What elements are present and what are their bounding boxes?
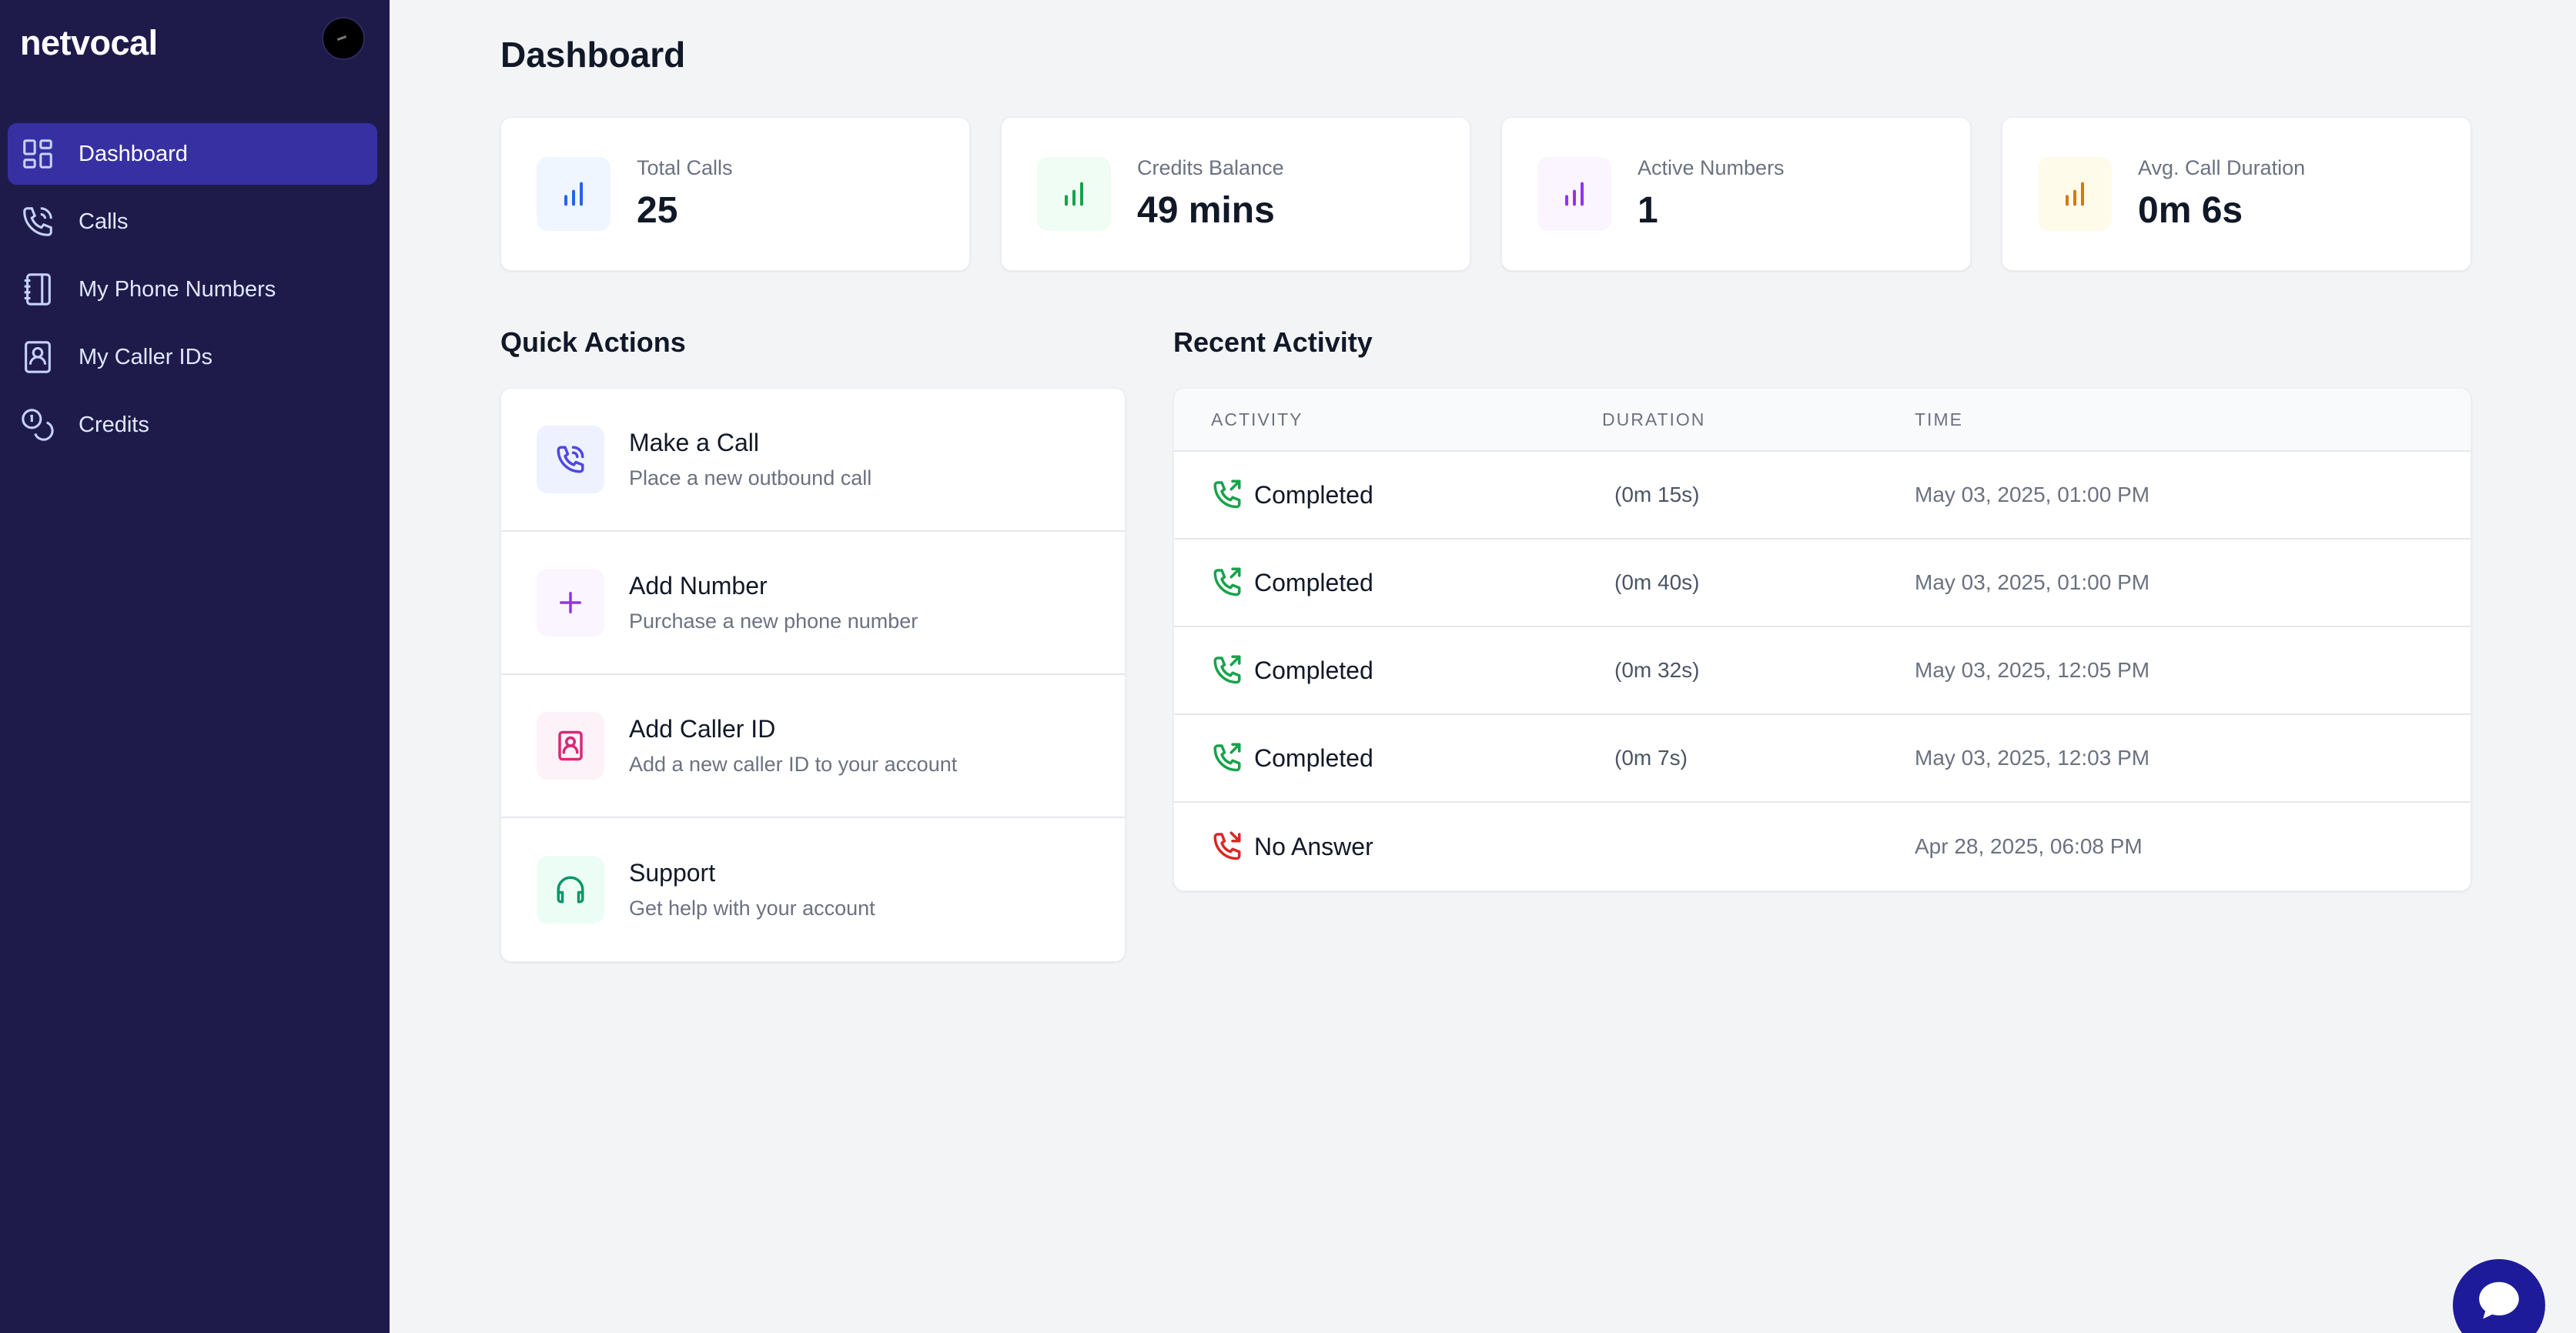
stat-value: 0m 6s (2138, 190, 2243, 231)
add-caller-id-action[interactable]: Add Caller ID Add a new caller ID to you… (501, 675, 1125, 818)
phone-icon (20, 204, 55, 239)
action-title: Add Number (629, 572, 768, 600)
activity-status: Completed (1254, 480, 1373, 509)
make-call-action[interactable]: Make a Call Place a new outbound call (501, 389, 1125, 532)
stat-value: 49 mins (1137, 190, 1275, 231)
sidebar-item-label: Calls (79, 209, 129, 234)
action-title: Make a Call (629, 429, 759, 456)
stat-card-active-numbers: Active Numbers 1 (1501, 117, 1971, 271)
dashboard-grid-icon (20, 136, 55, 172)
sidebar-item-label: Dashboard (79, 141, 188, 166)
quick-actions-list: Make a Call Place a new outbound call Ad… (500, 388, 1126, 962)
user-avatar[interactable] (322, 17, 365, 60)
recent-activity-title: Recent Activity (1173, 326, 1373, 358)
notebook-icon (20, 272, 55, 307)
chat-bubble-icon (2475, 1281, 2523, 1328)
sidebar: netvocal Dashboard Calls My Phone Number… (0, 0, 390, 1333)
activity-time: May 03, 2025, 12:05 PM (1915, 658, 2150, 682)
activity-time: May 03, 2025, 01:00 PM (1915, 483, 2150, 506)
recent-activity-table: ACTIVITY DURATION TIME Completed (0m 15s… (1173, 388, 2471, 891)
table-row[interactable]: Completed (0m 32s) May 03, 2025, 12:05 P… (1174, 627, 2471, 715)
stat-card-credits-balance: Credits Balance 49 mins (1001, 117, 1470, 271)
phone-outgoing-icon (1211, 477, 1243, 513)
stat-label: Credits Balance (1137, 156, 1284, 179)
column-header-duration: DURATION (1602, 409, 1706, 429)
bar-chart-icon (2038, 157, 2112, 231)
activity-duration: (0m 15s) (1614, 483, 1700, 506)
sidebar-item-credits[interactable]: Credits (8, 394, 377, 456)
activity-time: May 03, 2025, 12:03 PM (1915, 746, 2150, 770)
sidebar-item-label: My Caller IDs (79, 344, 213, 369)
activity-time: Apr 28, 2025, 06:08 PM (1915, 834, 2143, 858)
column-header-activity: ACTIVITY (1211, 409, 1303, 429)
activity-status: Completed (1254, 743, 1373, 772)
activity-status: No Answer (1254, 832, 1373, 860)
chat-support-button[interactable] (2453, 1259, 2545, 1333)
brand-logo[interactable]: netvocal (20, 23, 158, 62)
activity-time: May 03, 2025, 01:00 PM (1915, 570, 2150, 594)
table-row[interactable]: No Answer Apr 28, 2025, 06:08 PM (1174, 803, 2471, 890)
sidebar-item-phone-numbers[interactable]: My Phone Numbers (8, 259, 377, 320)
stat-value: 1 (1638, 190, 1658, 231)
stats-row: Total Calls 25 Credits Balance 49 mins A… (500, 117, 2471, 271)
table-row[interactable]: Completed (0m 40s) May 03, 2025, 01:00 P… (1174, 540, 2471, 627)
sidebar-item-label: My Phone Numbers (79, 276, 276, 302)
phone-icon (537, 426, 604, 493)
bar-chart-icon (1537, 157, 1611, 231)
stat-value: 25 (637, 190, 678, 231)
sidebar-item-caller-ids[interactable]: My Caller IDs (8, 326, 377, 388)
activity-duration: (0m 7s) (1614, 746, 1688, 770)
action-subtitle: Add a new caller ID to your account (629, 753, 958, 776)
action-subtitle: Place a new outbound call (629, 466, 872, 489)
activity-duration: (0m 32s) (1614, 658, 1700, 682)
activity-duration: (0m 40s) (1614, 570, 1700, 594)
table-row[interactable]: Completed (0m 15s) May 03, 2025, 01:00 P… (1174, 452, 2471, 540)
headphones-icon (537, 856, 604, 924)
stat-card-avg-call-duration: Avg. Call Duration 0m 6s (2002, 117, 2471, 271)
activity-status: Completed (1254, 656, 1373, 684)
contact-book-icon (20, 339, 55, 375)
phone-outgoing-icon (1211, 565, 1243, 601)
stat-label: Active Numbers (1638, 156, 1785, 179)
sidebar-item-calls[interactable]: Calls (8, 191, 377, 252)
action-subtitle: Get help with your account (629, 897, 875, 920)
page-title: Dashboard (500, 35, 686, 75)
coins-icon (20, 407, 55, 443)
action-subtitle: Purchase a new phone number (629, 610, 918, 633)
stat-card-total-calls: Total Calls 25 (500, 117, 970, 271)
phone-outgoing-icon (1211, 740, 1243, 777)
action-title: Support (629, 859, 716, 887)
table-header: ACTIVITY DURATION TIME (1174, 389, 2471, 452)
add-number-action[interactable]: Add Number Purchase a new phone number (501, 532, 1125, 675)
stat-label: Avg. Call Duration (2138, 156, 2306, 179)
phone-outgoing-icon (1211, 653, 1243, 689)
quick-actions-title: Quick Actions (500, 326, 686, 358)
sidebar-nav: Dashboard Calls My Phone Numbers My Call… (8, 123, 377, 462)
contact-book-icon (537, 712, 604, 780)
plus-icon (537, 569, 604, 636)
column-header-time: TIME (1915, 409, 1963, 429)
sidebar-item-dashboard[interactable]: Dashboard (8, 123, 377, 185)
activity-status: Completed (1254, 568, 1373, 596)
sidebar-item-label: Credits (79, 412, 149, 437)
bar-chart-icon (1037, 157, 1111, 231)
action-title: Add Caller ID (629, 715, 776, 743)
bar-chart-icon (537, 157, 611, 231)
stat-label: Total Calls (637, 156, 733, 179)
phone-missed-icon (1211, 829, 1243, 865)
support-action[interactable]: Support Get help with your account (501, 818, 1125, 961)
table-row[interactable]: Completed (0m 7s) May 03, 2025, 12:03 PM (1174, 715, 2471, 803)
